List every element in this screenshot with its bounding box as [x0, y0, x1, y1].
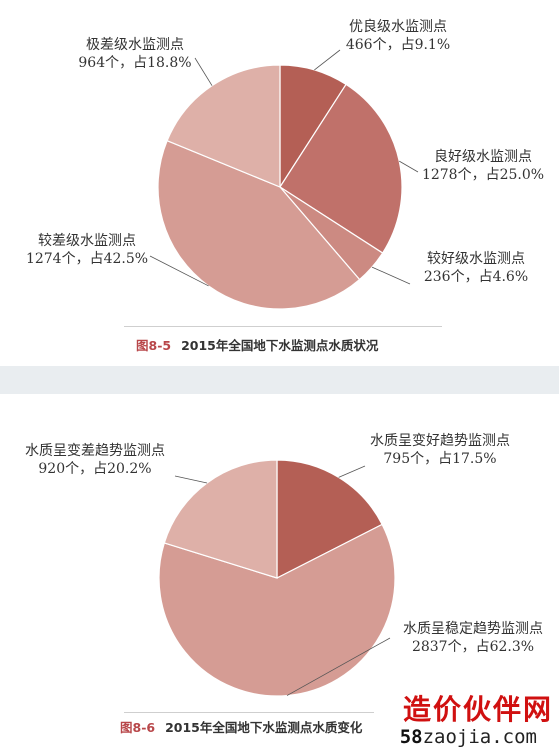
slice-label: 极差级水监测点 964个，占18.8% [70, 36, 200, 72]
watermark-url: 58zaojia.com [400, 726, 537, 748]
watermark-url-domain: zaojia.com [422, 726, 537, 748]
leader-line [286, 637, 391, 696]
slice-count: 2837个，占62.3% [411, 639, 535, 655]
figure-number: 图8-6 [120, 720, 156, 735]
slice-label: 水质呈变好趋势监测点 795个，占17.5% [350, 432, 530, 468]
chart-title: 2015年全国地下水监测点水质变化 [165, 720, 363, 735]
caption-rule [124, 326, 442, 327]
leader-line [174, 475, 208, 484]
slice-count: 1278个，占25.0% [421, 167, 545, 183]
caption-rule [124, 712, 374, 713]
chart-title: 2015年全国地下水监测点水质状况 [181, 338, 379, 353]
slice-count: 964个，占18.8% [78, 55, 192, 71]
slice-label: 较好级水监测点 236个，占4.6% [410, 250, 542, 286]
watermark-url-number: 58 [399, 726, 423, 748]
slice-name: 较好级水监测点 [427, 251, 525, 267]
chart-panel-1: 优良级水监测点 466个，占9.1% 良好级水监测点 1278个，占25.0% … [0, 0, 559, 366]
leader-line [149, 255, 209, 287]
slice-name: 极差级水监测点 [86, 37, 184, 53]
slice-label: 水质呈稳定趋势监测点 2837个，占62.3% [388, 620, 558, 656]
pie-slice [163, 459, 278, 579]
pie-slice [166, 64, 281, 188]
slice-label: 水质呈变差趋势监测点 920个，占20.2% [10, 442, 180, 478]
leader-line [371, 266, 411, 285]
slice-count: 920个，占20.2% [38, 461, 152, 477]
slice-name: 水质呈变好趋势监测点 [370, 433, 510, 449]
slice-label: 较差级水监测点 1274个，占42.5% [20, 232, 154, 268]
pie-slice [157, 139, 361, 310]
slice-count: 236个，占4.6% [423, 269, 529, 285]
watermark-brand-text: 造价伙伴网 [402, 693, 553, 726]
figure-caption-2: 图8-6 2015年全国地下水监测点水质变化 [120, 717, 362, 736]
slice-name: 水质呈稳定趋势监测点 [403, 621, 543, 637]
slice-name: 较差级水监测点 [38, 233, 136, 249]
slice-label: 良好级水监测点 1278个，占25.0% [418, 148, 548, 184]
figure-caption-1: 图8-5 2015年全国地下水监测点水质状况 [136, 335, 378, 354]
pie-slice [276, 459, 383, 579]
pie-chart-1 [149, 49, 419, 310]
slice-name: 优良级水监测点 [349, 19, 447, 35]
leader-line [194, 57, 213, 86]
slice-count: 466个，占9.1% [345, 37, 451, 53]
pie-chart-2 [158, 459, 396, 697]
pie-slice [279, 83, 403, 254]
slice-name: 良好级水监测点 [434, 149, 532, 165]
panel-separator [0, 366, 559, 394]
leader-line [314, 49, 341, 71]
slice-count: 795个，占17.5% [383, 451, 497, 467]
leader-line [399, 160, 419, 173]
watermark-logo: 造价伙伴网 [403, 688, 553, 728]
figure-number: 图8-5 [136, 338, 172, 353]
slice-label: 优良级水监测点 466个，占9.1% [326, 18, 470, 54]
slice-name: 水质呈变差趋势监测点 [25, 443, 165, 459]
chart-panel-2: 水质呈变好趋势监测点 795个，占17.5% 水质呈稳定趋势监测点 2837个，… [0, 394, 559, 752]
leader-line [338, 465, 366, 478]
slice-count: 1274个，占42.5% [25, 251, 149, 267]
